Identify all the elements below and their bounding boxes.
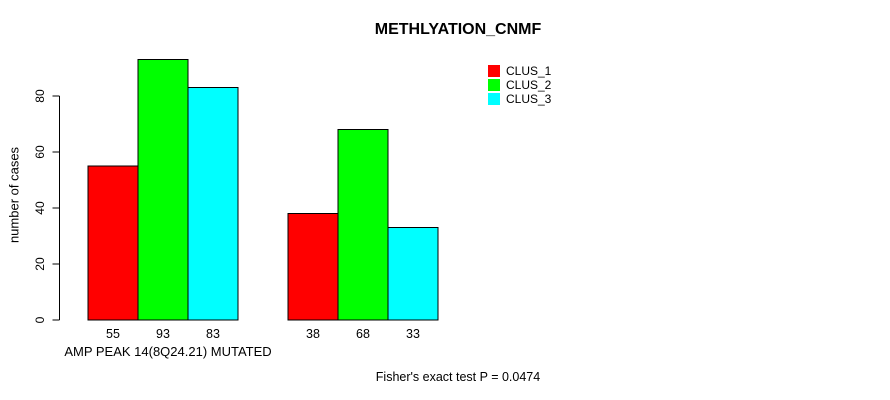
- y-axis-tick-label: 20: [33, 257, 47, 271]
- y-axis-tick-label: 80: [33, 89, 47, 103]
- bar-clus_3-group1: [187, 87, 239, 321]
- legend: CLUS_1 CLUS_2 CLUS_3: [488, 63, 552, 106]
- bar-value-label: 83: [206, 327, 220, 341]
- chart-title: METHLYATION_CNMF: [374, 21, 542, 38]
- footnote-pvalue: Fisher's exact test P = 0.0474: [375, 370, 541, 384]
- bar-value-label: 93: [156, 327, 170, 341]
- y-axis-tick-label: 40: [33, 201, 47, 215]
- legend-swatch-clus_3: [488, 92, 500, 105]
- legend-label: CLUS_1: [506, 63, 552, 78]
- y-axis-label: number of cases: [6, 146, 22, 244]
- bar-value-label: 68: [356, 327, 370, 341]
- legend-item-clus_1: CLUS_1: [488, 63, 552, 78]
- y-axis-tick-label: 0: [33, 316, 47, 323]
- legend-label: CLUS_2: [506, 77, 552, 92]
- y-axis-tick-label: 60: [33, 145, 47, 159]
- legend-label: CLUS_3: [506, 91, 552, 106]
- legend-item-clus_2: CLUS_2: [488, 77, 552, 92]
- bar-value-label: 55: [106, 327, 120, 341]
- legend-swatch-clus_2: [488, 78, 500, 91]
- bar-clus_3-group2: [387, 227, 439, 321]
- bar-clus_2-group2: [337, 129, 389, 321]
- bar-value-label: 38: [306, 327, 320, 341]
- x-axis-label: AMP PEAK 14(8Q24.21) MUTATED: [64, 344, 272, 359]
- legend-swatch-clus_1: [488, 64, 500, 77]
- bar-clus_2-group1: [137, 59, 189, 321]
- bar-clus_1-group2: [287, 213, 339, 321]
- legend-item-clus_3: CLUS_3: [488, 91, 552, 106]
- bar-clus_1-group1: [87, 165, 139, 321]
- bar-value-label: 33: [406, 327, 420, 341]
